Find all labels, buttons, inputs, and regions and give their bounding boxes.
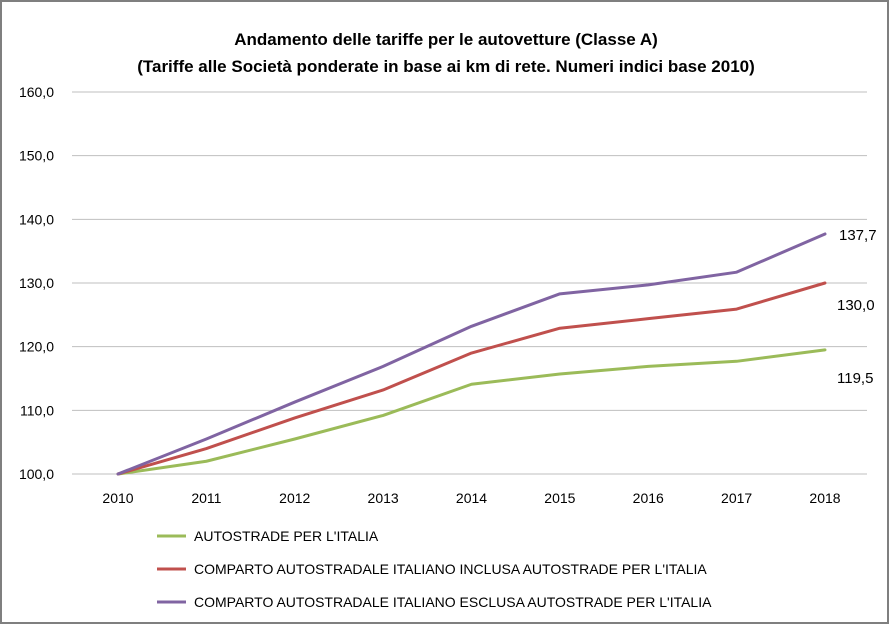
series-line (116, 232, 827, 476)
x-tick-label: 2010 (102, 490, 133, 506)
y-tick-label: 140,0 (19, 211, 54, 227)
x-tick-label: 2013 (368, 490, 399, 506)
legend-label: COMPARTO AUTOSTRADALE ITALIANO INCLUSA A… (194, 561, 707, 577)
legend-label: COMPARTO AUTOSTRADALE ITALIANO ESCLUSA A… (194, 594, 712, 610)
legend: AUTOSTRADE PER L'ITALIA COMPARTO AUTOSTRA… (157, 528, 712, 610)
series-line (116, 281, 827, 476)
data-label: 130,0 (837, 297, 875, 314)
chart-title: Andamento delle tariffe per le autovettu… (234, 30, 658, 49)
x-tick-label: 2016 (633, 490, 664, 506)
data-labels: 119,5 130,0 137,7 (837, 227, 877, 387)
x-tick-label: 2015 (544, 490, 575, 506)
chart-subtitle: (Tariffe alle Società ponderate in base … (137, 57, 755, 76)
series-line (116, 348, 827, 476)
y-axis: 100,0 110,0 120,0 130,0 140,0 150,0 160,0 (19, 84, 54, 482)
y-tick-label: 160,0 (19, 84, 54, 100)
y-tick-label: 150,0 (19, 148, 54, 164)
x-tick-label: 2017 (721, 490, 752, 506)
x-axis: 2010 2011 2012 2013 2014 2015 2016 2017 2018 (102, 490, 840, 506)
x-tick-label: 2012 (279, 490, 310, 506)
data-label: 137,7 (839, 227, 877, 244)
data-label: 119,5 (837, 370, 873, 387)
x-tick-label: 2011 (191, 490, 221, 506)
y-tick-label: 100,0 (19, 466, 54, 482)
y-tick-label: 130,0 (19, 275, 54, 291)
y-tick-label: 110,0 (20, 402, 54, 418)
x-tick-label: 2014 (456, 490, 487, 506)
series-lines (116, 232, 827, 476)
gridlines (72, 91, 867, 475)
y-tick-label: 120,0 (19, 339, 54, 355)
x-tick-label: 2018 (809, 490, 840, 506)
legend-label: AUTOSTRADE PER L'ITALIA (194, 528, 379, 544)
